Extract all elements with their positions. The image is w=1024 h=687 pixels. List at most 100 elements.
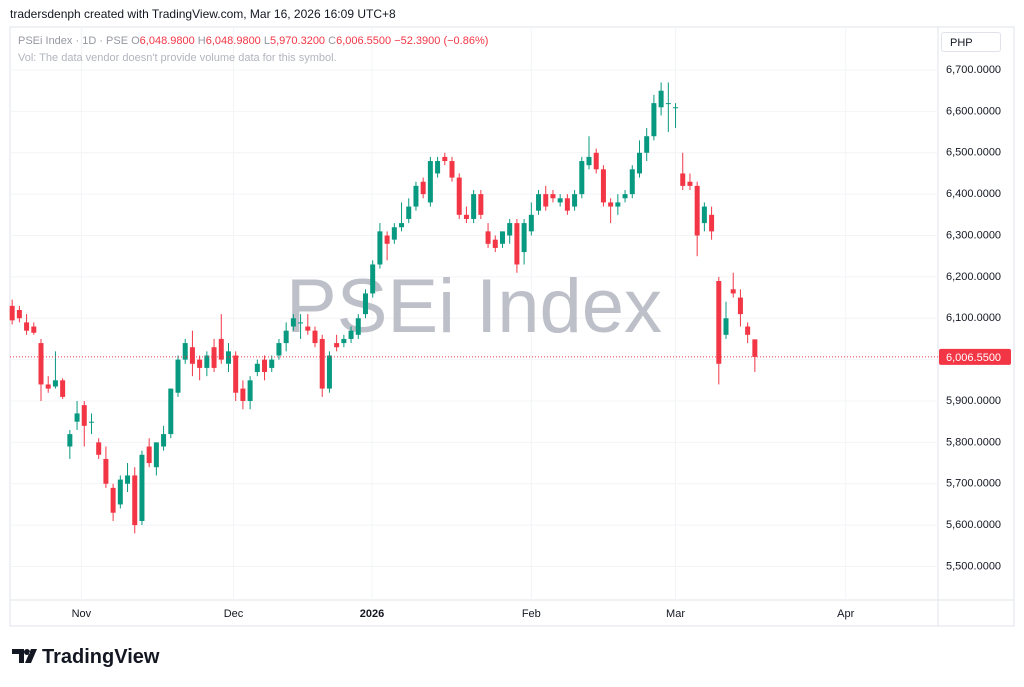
candle-body	[673, 107, 679, 109]
candle-body	[644, 136, 650, 153]
candle-body	[233, 355, 239, 393]
open-label: O	[131, 35, 140, 47]
candle-body	[211, 347, 217, 368]
candle-body	[117, 479, 123, 505]
candle-body	[406, 206, 412, 219]
candle-body	[269, 359, 275, 368]
y-tick-label: 5,900.0000	[946, 395, 1001, 407]
candle-body	[355, 318, 361, 335]
candle-body	[752, 339, 758, 357]
candle-body	[435, 161, 441, 174]
candle-body	[485, 231, 491, 244]
header: tradersdenph created with TradingView.co…	[10, 7, 396, 21]
candle-body	[290, 318, 296, 327]
candle-body	[449, 161, 455, 178]
last-price-label: 6,006.5500	[946, 352, 1001, 364]
y-tick-label: 6,500.0000	[946, 147, 1001, 159]
x-tick-label: Mar	[666, 608, 685, 620]
y-tick-label: 6,700.0000	[946, 64, 1001, 76]
candle-body	[132, 475, 138, 526]
candle-body	[550, 194, 556, 199]
candle-body	[665, 103, 671, 105]
candle-body	[24, 322, 30, 331]
candle-body	[471, 194, 477, 219]
candle-body	[81, 405, 87, 426]
high-label: H	[197, 35, 206, 47]
candle-body	[507, 223, 513, 236]
candle-body	[463, 214, 469, 219]
candle-body	[74, 413, 80, 422]
logo: TradingView	[12, 645, 159, 669]
candle-body	[564, 198, 570, 211]
candle-body	[586, 156, 592, 166]
y-tick-label: 6,600.0000	[946, 105, 1001, 117]
candle-body	[557, 198, 563, 203]
candle-body	[543, 194, 549, 207]
candle-body	[52, 380, 58, 387]
candle-body	[528, 214, 534, 232]
high-value: 6,048.9800	[205, 35, 261, 47]
legend: PSEi Index · 1D · PSE O6,048.9800 H6,048…	[18, 35, 488, 47]
candle-body	[110, 487, 116, 513]
candle-body	[514, 223, 520, 265]
logo-text: TradingView	[42, 646, 160, 668]
candle-body	[67, 434, 73, 447]
candle-body	[16, 309, 22, 319]
y-tick-label: 5,700.0000	[946, 478, 1001, 490]
candle-body	[88, 421, 94, 423]
candle-body	[225, 351, 231, 364]
candle-body	[168, 388, 174, 435]
change: −52.3900 (−0.86%)	[394, 35, 489, 47]
candle-body	[254, 363, 260, 373]
candle-body	[262, 359, 268, 373]
candle-body	[153, 442, 159, 468]
candle-body	[125, 475, 131, 484]
y-tick-label: 5,800.0000	[946, 436, 1001, 448]
candle-body	[521, 223, 527, 253]
candle-body	[377, 231, 383, 265]
y-tick-label: 6,200.0000	[946, 271, 1001, 283]
candle-body	[204, 355, 210, 368]
y-tick-label: 6,300.0000	[946, 229, 1001, 241]
candle-body	[391, 227, 397, 240]
candle-body	[305, 326, 311, 331]
candle-body	[745, 326, 751, 335]
candle-body	[442, 156, 448, 162]
candle-body	[139, 454, 145, 521]
candle-body	[247, 380, 253, 402]
candle-body	[240, 388, 246, 402]
candle-body	[276, 343, 282, 356]
candle-body	[146, 446, 152, 464]
low-value: 5,970.3200	[270, 35, 326, 47]
candle-body	[723, 318, 729, 335]
candle-body	[600, 169, 606, 203]
candle-body	[197, 359, 203, 368]
candle-body	[499, 231, 505, 244]
candle-body	[31, 326, 37, 333]
open-value: 6,048.9800	[139, 35, 195, 47]
candle-body	[161, 434, 167, 447]
logo-icon	[12, 649, 37, 663]
watermark: PSEi Index	[286, 264, 662, 349]
currency-button[interactable]: PHP	[941, 32, 1001, 52]
candle-body	[636, 152, 642, 174]
candle-body	[326, 355, 332, 389]
candle-body	[312, 330, 318, 344]
candle-body	[427, 161, 433, 203]
candle-body	[283, 330, 289, 344]
candle-body	[730, 289, 736, 294]
x-tick-label: Feb	[522, 608, 541, 620]
candle-body	[572, 194, 578, 207]
candle-body	[45, 384, 51, 389]
candle-body	[737, 297, 743, 315]
candle-body	[319, 338, 325, 389]
candle-body	[362, 293, 368, 315]
candle-body	[536, 194, 542, 211]
candle-body	[298, 322, 304, 324]
candle-body	[615, 202, 621, 207]
candle-body	[492, 239, 498, 248]
symbol: PSEi Index · 1D · PSE	[18, 35, 129, 47]
low-label: L	[263, 35, 270, 47]
candle-body	[399, 223, 405, 228]
